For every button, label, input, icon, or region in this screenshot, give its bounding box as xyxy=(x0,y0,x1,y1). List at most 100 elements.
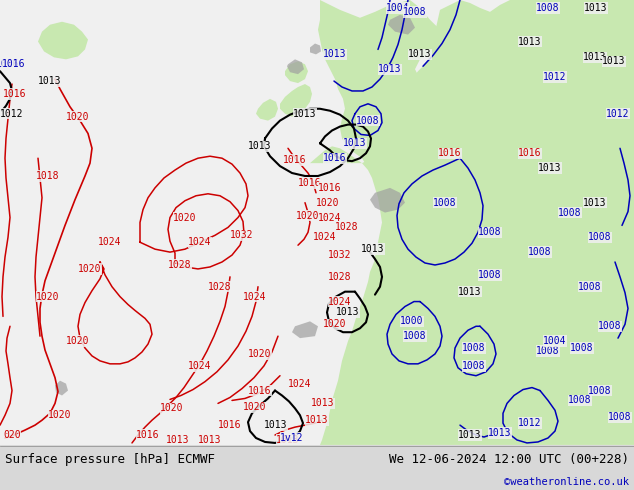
Text: 1004: 1004 xyxy=(543,336,567,346)
Text: 1024: 1024 xyxy=(98,237,122,247)
Text: 1024: 1024 xyxy=(188,361,212,371)
Text: 1013: 1013 xyxy=(378,64,402,74)
Text: 1008: 1008 xyxy=(588,386,612,395)
Polygon shape xyxy=(318,0,445,198)
Text: 1024: 1024 xyxy=(313,232,337,242)
Text: 1008: 1008 xyxy=(588,232,612,242)
Text: 1020: 1020 xyxy=(316,197,340,208)
Text: 1013: 1013 xyxy=(323,49,347,59)
Text: 1004: 1004 xyxy=(386,3,410,13)
Text: 1032: 1032 xyxy=(230,230,254,240)
Text: 1028: 1028 xyxy=(208,282,232,292)
Text: We 12-06-2024 12:00 UTC (00+228): We 12-06-2024 12:00 UTC (00+228) xyxy=(389,453,629,466)
Text: 1016: 1016 xyxy=(438,148,462,158)
Text: 1020: 1020 xyxy=(243,402,267,413)
Text: 1013: 1013 xyxy=(38,76,61,86)
Text: 1013: 1013 xyxy=(276,435,300,445)
Text: 1012: 1012 xyxy=(606,109,630,119)
Polygon shape xyxy=(310,44,321,54)
Text: 1028: 1028 xyxy=(335,222,359,232)
Text: 1020: 1020 xyxy=(249,349,272,359)
Text: 1020: 1020 xyxy=(66,112,90,122)
Text: 1020: 1020 xyxy=(173,213,197,222)
Text: 1024: 1024 xyxy=(318,213,342,222)
Text: 1013: 1013 xyxy=(583,52,607,62)
Text: 1013: 1013 xyxy=(361,244,385,254)
Polygon shape xyxy=(370,188,405,213)
Text: 1013: 1013 xyxy=(264,420,288,430)
Text: 1016: 1016 xyxy=(518,148,541,158)
Text: 1013: 1013 xyxy=(166,435,190,445)
Text: 1013: 1013 xyxy=(538,163,562,173)
Text: 1013: 1013 xyxy=(408,49,432,59)
Text: 1008: 1008 xyxy=(570,343,594,353)
Text: 1008: 1008 xyxy=(433,197,456,208)
Text: 1016: 1016 xyxy=(3,89,27,99)
Text: 1016: 1016 xyxy=(3,59,26,69)
Text: 1013: 1013 xyxy=(583,197,607,208)
Text: 1012: 1012 xyxy=(518,418,541,428)
Text: 1013: 1013 xyxy=(305,415,329,425)
Text: ©weatheronline.co.uk: ©weatheronline.co.uk xyxy=(504,477,629,487)
Text: 1020: 1020 xyxy=(36,292,60,302)
Text: 020: 020 xyxy=(3,430,21,440)
Polygon shape xyxy=(256,99,278,121)
Text: 1016: 1016 xyxy=(298,178,321,188)
Text: 1024: 1024 xyxy=(188,237,212,247)
Text: 1013: 1013 xyxy=(343,138,366,148)
Text: 1008: 1008 xyxy=(403,7,427,17)
Text: 1028: 1028 xyxy=(168,260,191,270)
Text: 1012: 1012 xyxy=(543,72,567,82)
Text: 1020: 1020 xyxy=(78,264,101,274)
Polygon shape xyxy=(292,321,318,338)
Text: 1016: 1016 xyxy=(323,153,347,163)
Text: 1008: 1008 xyxy=(462,361,486,371)
Text: 1008: 1008 xyxy=(478,270,501,280)
Text: 1016: 1016 xyxy=(318,183,342,193)
Text: 1008: 1008 xyxy=(568,395,592,405)
Text: 1016: 1016 xyxy=(218,420,242,430)
Text: 1008: 1008 xyxy=(462,343,486,353)
Text: 1013: 1013 xyxy=(336,307,359,318)
Text: 1013: 1013 xyxy=(458,430,482,440)
Text: 1013: 1013 xyxy=(585,3,608,13)
Text: 1008: 1008 xyxy=(528,247,552,257)
Text: 1013: 1013 xyxy=(198,435,222,445)
Text: 1032: 1032 xyxy=(328,250,352,260)
Text: 1020: 1020 xyxy=(66,336,90,346)
Text: 1028: 1028 xyxy=(328,272,352,282)
Text: 1016: 1016 xyxy=(136,430,160,440)
Polygon shape xyxy=(55,381,68,395)
Polygon shape xyxy=(287,59,304,74)
Text: 1016: 1016 xyxy=(283,155,307,165)
Text: 1013: 1013 xyxy=(458,287,482,296)
Text: 1016: 1016 xyxy=(0,59,20,69)
Text: 1024: 1024 xyxy=(243,292,267,302)
Text: 1020: 1020 xyxy=(160,403,184,414)
Text: 1008: 1008 xyxy=(608,412,631,422)
Text: 1024: 1024 xyxy=(288,379,312,389)
Polygon shape xyxy=(38,22,88,59)
Text: 1018: 1018 xyxy=(36,171,60,181)
Text: 1012: 1012 xyxy=(0,109,23,119)
Text: 1008: 1008 xyxy=(403,331,427,341)
Text: 1020: 1020 xyxy=(48,410,72,420)
Text: 1016: 1016 xyxy=(249,386,272,395)
Text: 1008: 1008 xyxy=(559,208,582,218)
Text: 1024: 1024 xyxy=(328,296,352,307)
Text: 1008: 1008 xyxy=(356,116,380,125)
Text: 1v12: 1v12 xyxy=(280,433,304,443)
Text: 1020: 1020 xyxy=(323,319,347,329)
Text: 1013: 1013 xyxy=(488,428,512,438)
Text: 1008: 1008 xyxy=(598,321,622,331)
Text: 1008: 1008 xyxy=(478,227,501,237)
Text: 1013: 1013 xyxy=(311,398,335,408)
Polygon shape xyxy=(355,84,372,101)
Text: 1008: 1008 xyxy=(536,346,560,356)
Text: 1013: 1013 xyxy=(518,37,541,47)
Text: 1008: 1008 xyxy=(578,282,602,292)
Text: 1013: 1013 xyxy=(602,56,626,66)
Text: 1008: 1008 xyxy=(536,3,560,13)
Text: Surface pressure [hPa] ECMWF: Surface pressure [hPa] ECMWF xyxy=(5,453,215,466)
Polygon shape xyxy=(388,15,415,35)
